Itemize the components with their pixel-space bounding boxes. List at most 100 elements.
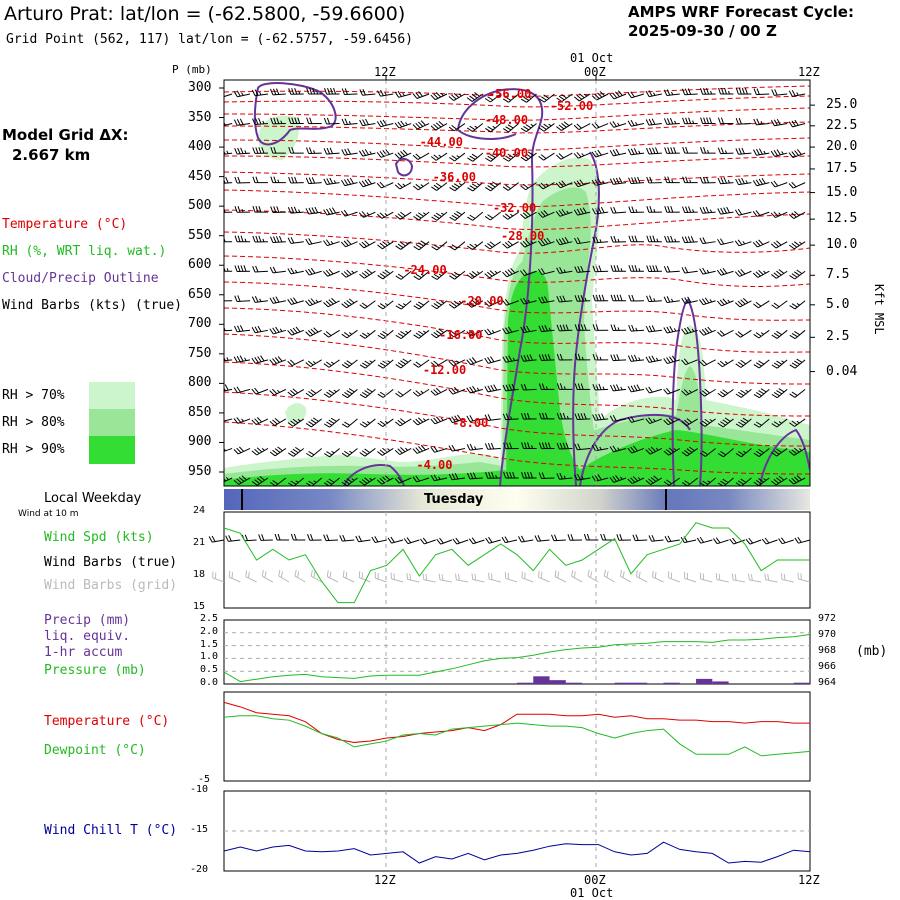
- cs-wind-barb: [770, 149, 788, 157]
- cs-wind-barb: [341, 148, 358, 156]
- cs-wind-barb: [645, 325, 662, 333]
- cs-wind-barb: [234, 176, 251, 184]
- cs-wind-barb: [664, 176, 680, 184]
- pressure-axis-label: P (mb): [172, 63, 212, 76]
- cs-wind-barb: [753, 388, 770, 399]
- cs-wind-barb: [681, 418, 698, 427]
- cs-wind-barb: [269, 446, 287, 457]
- cs-wind-barb: [592, 294, 609, 302]
- height-tick-label: 2.5: [826, 329, 850, 345]
- height-axis-label: Kft MSL: [872, 284, 886, 335]
- cs-wind-barb: [717, 359, 734, 368]
- cs-wind-barb: [341, 359, 358, 369]
- wind-barb-true: [371, 536, 387, 543]
- wind-barb-grid: [454, 573, 469, 583]
- wind-barb-grid: [571, 569, 583, 583]
- cs-wind-barb: [252, 147, 268, 154]
- wind-barb-true: [551, 534, 566, 542]
- cs-wind-barb: [520, 354, 537, 362]
- pressure-tick-label: 950: [188, 464, 212, 479]
- precip-pressure-panel: [223, 619, 811, 685]
- cs-wind-barb: [359, 359, 376, 369]
- cs-wind-barb: [431, 300, 448, 310]
- cs-wind-barb: [287, 297, 304, 305]
- precip-bar: [712, 681, 729, 684]
- temp-contour-label: -20.00: [460, 293, 504, 308]
- wind-barb-true: [567, 534, 583, 541]
- dewpoint-legend: Dewpoint (°C): [44, 743, 146, 758]
- cs-wind-barb: [681, 446, 698, 457]
- temp-contour: [224, 307, 810, 353]
- cs-wind-barb: [413, 270, 430, 281]
- cs-wind-barb: [538, 93, 555, 103]
- cross-section-time-gridlines: [385, 80, 597, 486]
- cs-wind-barb: [682, 146, 698, 154]
- temp-y-tick-label: -5: [198, 774, 211, 785]
- wind-barb-true: [616, 534, 631, 541]
- precip-bar: [533, 676, 550, 684]
- temp-contour: [224, 107, 810, 121]
- temp-contour: [224, 95, 810, 108]
- cross-section-wind-barbs: [224, 87, 806, 486]
- cs-wind-barb: [788, 90, 806, 97]
- cs-wind-barb: [233, 475, 251, 485]
- cs-wind-barb: [538, 152, 555, 161]
- wind-panel-gridlines: [385, 512, 597, 608]
- cs-wind-barb: [610, 354, 627, 362]
- pressure-tick-label: 500: [188, 198, 212, 214]
- cs-wind-barb: [340, 239, 358, 248]
- cs-wind-barb: [520, 383, 537, 391]
- cs-wind-barb: [270, 88, 286, 96]
- cs-wind-barb: [448, 300, 466, 309]
- top-time-axis: [385, 75, 597, 80]
- cs-wind-barb: [448, 123, 466, 132]
- cs-wind-barb: [663, 417, 681, 426]
- cs-wind-barb: [466, 385, 483, 394]
- cs-wind-barb: [771, 89, 788, 96]
- height-tick-label: 22.5: [826, 117, 858, 133]
- rh90-region-column: [506, 270, 810, 486]
- cs-wind-barb: [520, 151, 537, 162]
- temp-contour: [224, 137, 810, 151]
- chill-panel-gridlines: [224, 791, 810, 871]
- cs-wind-barb: [251, 325, 269, 334]
- cs-wind-barb: [431, 241, 448, 251]
- wind-barb-true: [307, 534, 322, 541]
- wind-barb-grid: [326, 570, 339, 583]
- cs-wind-barb: [734, 208, 752, 216]
- cs-wind-barb: [610, 294, 627, 302]
- wind-barb-grid: [374, 571, 387, 583]
- cs-wind-barb: [538, 268, 555, 275]
- cs-wind-barb: [466, 357, 483, 366]
- pressure-tick-label: 550: [188, 227, 212, 243]
- temp-contour-label: -40.00: [484, 146, 529, 161]
- cs-wind-barb: [610, 235, 627, 243]
- cs-wind-barb: [395, 329, 412, 340]
- cs-wind-barb: [699, 418, 716, 427]
- cs-wind-barb: [789, 329, 806, 340]
- cs-wind-barb: [502, 211, 519, 220]
- cs-wind-barb: [753, 329, 770, 339]
- cs-wind-barb: [224, 93, 233, 98]
- wind-barb-true: [632, 534, 648, 542]
- wind-chill-panel: [223, 790, 811, 872]
- cs-wind-barb: [610, 206, 627, 214]
- wind-barb-grid: [228, 570, 241, 583]
- wind-barb-grid: [538, 570, 550, 583]
- cs-wind-barb: [610, 265, 627, 272]
- wind-barb-grid: [797, 572, 811, 583]
- cs-wind-barb: [555, 180, 573, 189]
- wind-barb-grid: [390, 572, 404, 583]
- cs-wind-barb: [224, 300, 233, 302]
- cs-wind-barb: [305, 267, 322, 276]
- cs-wind-barb: [358, 211, 376, 218]
- temp-contour: [224, 421, 810, 475]
- cs-wind-barb: [502, 383, 519, 392]
- temp-contour-label: -44.00: [419, 134, 463, 149]
- cs-wind-barb: [573, 179, 591, 188]
- cs-wind-barb: [233, 417, 251, 424]
- cs-wind-barb: [449, 210, 466, 221]
- cs-wind-barb: [591, 474, 609, 482]
- wind-barb-true: [485, 536, 501, 544]
- cs-wind-barb: [771, 329, 788, 339]
